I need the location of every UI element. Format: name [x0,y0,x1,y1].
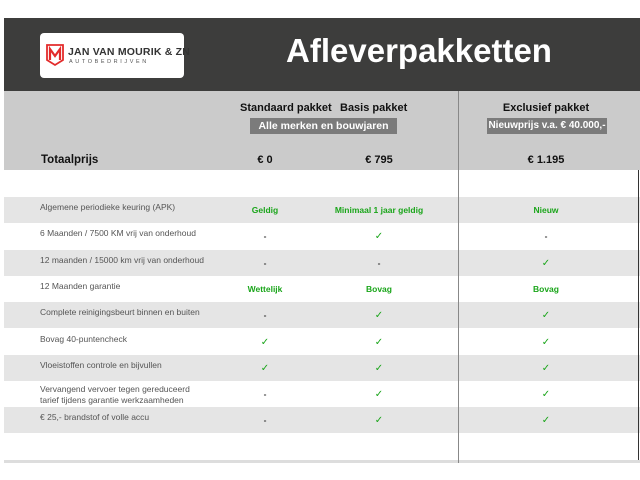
table-row: Algemene periodieke keuring (APK) Geldig M… [4,197,640,223]
basis-value: ✓ [374,415,384,427]
standard-value: - [263,389,267,400]
basis-value: Bovag [366,283,392,294]
logo-subtitle: AUTOBEDRIJVEN [69,59,149,65]
bottom-strip [4,460,640,463]
standard-value: Geldig [251,205,279,215]
right-border [638,170,639,460]
basis-value: ✓ [374,231,384,243]
exclusief-value: ✓ [541,257,551,269]
total-standard: € 0 [257,154,273,166]
table-row: Bovag 40-puntencheck ✓ ✓ ✓ [4,329,640,355]
feature-label: 12 Maanden garantie [40,280,121,291]
header: JAN VAN MOURIK & ZN AUTOBEDRIJVEN Afleve… [4,18,640,91]
table-row: € 25,- brandstof of volle accu - ✓ ✓ [4,407,640,434]
table-row: Vervangend vervoer tegen gereduceerd tar… [4,381,640,407]
basis-value: ✓ [374,310,384,322]
exclusief-value: ✓ [541,415,551,427]
company-logo: JAN VAN MOURIK & ZN AUTOBEDRIJVEN [40,33,190,78]
package-basis-title: Basis pakket [340,102,408,114]
exclusief-value: ✓ [541,310,551,322]
exclusief-value: ✓ [541,362,551,374]
total-exclusief: € 1.195 [527,154,565,166]
total-label: Totaalprijs [41,154,99,166]
exclusief-value: - [544,231,548,242]
basis-value: ✓ [374,336,384,348]
exclusief-value: ✓ [541,336,551,348]
basis-value: ✓ [374,362,384,374]
table-row: 12 Maanden garantie Wettelijk Bovag Bovag [4,276,640,302]
package-exclusief-title: Exclusief pakket [502,102,590,114]
basis-value: Minimaal 1 jaar geldig [334,205,424,215]
badge-new-price: Nieuwprijs v.a. € 40.000,- [487,118,607,134]
logo-name: JAN VAN MOURIK & ZN [68,46,191,58]
logo-m-icon [46,44,64,67]
standard-value: - [263,415,267,426]
table-row: Complete reinigingsbeurt binnen en buite… [4,302,640,329]
standard-value: - [263,231,267,242]
badge-all-brands: Alle merken en bouwjaren [250,118,397,134]
table-row: 12 maanden / 15000 km vrij van onderhoud… [4,249,640,276]
standard-value: - [263,257,267,268]
exclusief-value: Nieuw [533,205,559,215]
feature-label: Algemene periodieke keuring (APK) [40,202,176,212]
table-row: Vloeistoffen controle en bijvullen ✓ ✓ ✓ [4,354,640,381]
standard-value: Wettelijk [247,283,283,294]
feature-label: 12 maanden / 15000 km vrij van onderhoud [40,254,204,265]
basis-value: - [377,257,381,268]
feature-label: Vervangend vervoer tegen gereduceerd tar… [40,384,190,406]
basis-value: ✓ [374,389,384,401]
total-basis: € 795 [365,154,393,166]
exclusief-value: ✓ [541,389,551,401]
feature-label: Vloeistoffen controle en bijvullen [40,359,162,370]
feature-label: Complete reinigingsbeurt binnen en buite… [40,307,200,318]
feature-label: Bovag 40-puntencheck [40,333,127,344]
standard-value: ✓ [260,362,270,374]
package-standard-title: Standaard pakket [240,102,332,114]
feature-label: € 25,- brandstof of volle accu [40,412,150,423]
standard-value: - [263,310,267,321]
table-row: 6 Maanden / 7500 KM vrij van onderhoud - ✓… [4,223,640,249]
exclusief-value: Bovag [533,283,559,294]
page-title: Afleverpakketten [286,32,552,69]
column-divider [458,91,459,463]
feature-label: 6 Maanden / 7500 KM vrij van onderhoud [40,228,196,239]
standard-value: ✓ [260,336,270,348]
